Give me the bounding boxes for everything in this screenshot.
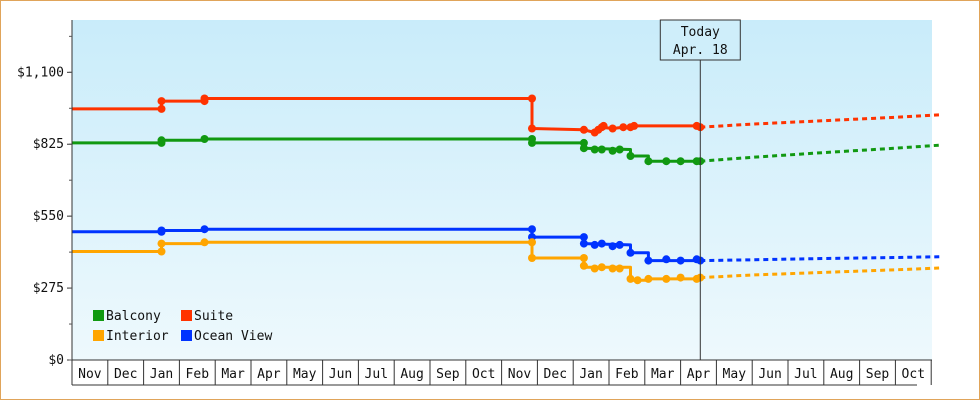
data-point (626, 152, 635, 160)
data-point (579, 144, 588, 153)
plot-area (72, 20, 932, 360)
legend-label: Ocean View (194, 329, 272, 344)
series-line-ocean-view (72, 227, 701, 263)
data-point (579, 261, 588, 270)
x-month-label: Oct (902, 367, 925, 382)
legend-swatch (93, 330, 104, 341)
data-point (626, 248, 635, 257)
data-point (597, 263, 606, 272)
data-point (157, 239, 166, 248)
forecast-line-interior (700, 266, 942, 280)
x-month-label: Feb (615, 367, 639, 382)
y-tick-label: $550 (33, 209, 64, 224)
data-point (676, 273, 685, 282)
x-month-label: Jan (579, 367, 602, 382)
x-month-label: Oct (472, 367, 495, 382)
data-point (644, 256, 653, 265)
data-point (579, 239, 588, 248)
legend-swatch (181, 330, 192, 341)
forecast-line-ocean-view (700, 255, 942, 263)
data-point (157, 104, 166, 113)
data-point (599, 121, 608, 130)
data-point (590, 145, 599, 154)
data-point (200, 225, 209, 234)
x-month-label: Aug (400, 367, 423, 382)
data-point (157, 247, 166, 256)
x-month-label: Feb (186, 367, 210, 382)
legend-label: Balcony (106, 309, 161, 324)
x-month-label: Sep (436, 367, 460, 382)
x-month-label: Aug (830, 367, 853, 382)
today-date: Apr. 18 (673, 43, 728, 58)
x-month-label: Mar (651, 367, 675, 382)
legend-swatch (181, 310, 192, 321)
legend-swatch (93, 310, 104, 321)
data-point (608, 264, 617, 273)
legend-label: Suite (194, 309, 233, 324)
data-point (662, 255, 671, 264)
data-point (644, 157, 653, 166)
data-point (579, 125, 588, 134)
data-point (608, 242, 617, 251)
data-point (528, 138, 536, 147)
data-point (200, 94, 209, 103)
x-month-label: Dec (544, 367, 567, 382)
data-point (615, 240, 624, 249)
x-month-label: Jul (794, 367, 817, 382)
forecast-line-suite (700, 113, 942, 129)
data-point (200, 135, 209, 143)
data-point (528, 225, 536, 234)
forecast-line-balcony (700, 143, 943, 163)
data-point (157, 226, 166, 235)
y-tick-label: $275 (33, 281, 64, 296)
data-point (590, 240, 599, 249)
x-month-label: Nov (78, 367, 102, 382)
x-month-label: Jun (758, 367, 781, 382)
data-point (676, 157, 685, 166)
x-month-label: May (723, 367, 747, 382)
data-point (528, 124, 536, 133)
data-point (200, 238, 209, 247)
series-line-balcony (72, 137, 701, 163)
data-point (157, 136, 166, 145)
x-month-label: Dec (114, 367, 137, 382)
data-point (528, 238, 536, 247)
y-tick-label: $1,100 (17, 65, 64, 80)
y-tick-label: $0 (48, 353, 64, 368)
data-point (157, 97, 166, 106)
today-label: Today (681, 25, 720, 40)
data-point (626, 274, 635, 283)
data-point (662, 157, 671, 166)
data-point (619, 123, 628, 132)
x-month-label: Sep (866, 367, 890, 382)
x-month-label: Jan (150, 367, 173, 382)
data-point (662, 274, 671, 283)
data-point (608, 124, 617, 133)
data-point (630, 121, 639, 130)
data-point (676, 256, 685, 265)
data-point (579, 233, 588, 242)
x-month-label: May (293, 367, 317, 382)
data-point (590, 264, 599, 273)
legend-label: Interior (106, 329, 169, 344)
data-point (597, 145, 606, 154)
data-point (528, 94, 536, 103)
data-point (644, 274, 653, 283)
data-point (615, 145, 624, 154)
data-point (528, 254, 536, 262)
x-month-label: Apr (257, 367, 281, 382)
x-month-label: Apr (687, 367, 711, 382)
data-point (597, 239, 606, 248)
data-point (608, 146, 617, 155)
today-box (659, 19, 741, 61)
data-point (615, 264, 624, 273)
data-point (633, 276, 642, 285)
x-month-label: Jun (329, 367, 352, 382)
x-month-label: Jul (365, 367, 388, 382)
data-point (579, 254, 588, 262)
x-month-label: Mar (221, 367, 245, 382)
x-month-label: Nov (508, 367, 532, 382)
y-tick-label: $825 (33, 137, 64, 152)
